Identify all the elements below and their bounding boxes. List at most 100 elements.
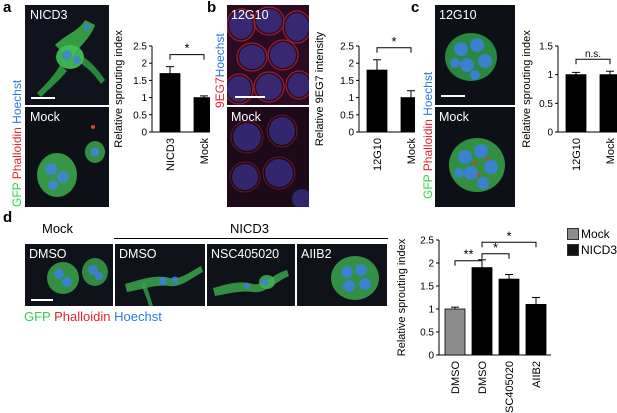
chart-d-bar-2 xyxy=(498,278,520,356)
chart-b-ylabel: Relative 9EG7 intensity xyxy=(314,31,326,146)
chart-d-sig-label-0: ** xyxy=(463,247,473,262)
micrograph-d-1: DMSO xyxy=(25,244,113,306)
chart-a-bar-0 xyxy=(159,73,181,133)
stain-d-part-2: Hoechst xyxy=(114,309,162,324)
stain-a-part-2: Hoechst xyxy=(10,79,24,124)
chart-c-sig-bracket-0 xyxy=(575,58,611,65)
chart-b-ytick-label-2: 1 xyxy=(348,93,354,104)
micrograph-c-bottom-label: Mock xyxy=(439,110,469,124)
chart-a-ylabel: Relative sprouting index xyxy=(113,30,125,148)
stain-label-c: GFP Phalloidin Hoechst xyxy=(421,71,435,199)
scale-bar-a xyxy=(31,97,55,99)
stain-label-d: GFP Phalloidin Hoechst xyxy=(24,309,162,324)
chart-b-xlabel-1: Mock xyxy=(406,138,415,165)
scale-bar-b xyxy=(235,96,265,98)
chart-b-ytick-label-0: 0 xyxy=(348,128,354,139)
chart-a-ytick-label-2: 1 xyxy=(141,93,147,104)
chart-d-xlabel-0: DMSO xyxy=(450,361,462,394)
legend-label-mock: Mock xyxy=(581,227,610,241)
micrograph-a-top-label: NICD3 xyxy=(30,8,68,22)
micrograph-b-top-label: 12G10 xyxy=(231,8,269,22)
stain-c-part-2: Hoechst xyxy=(421,71,435,116)
chart-a-ytick-label-1: 0.5 xyxy=(133,110,147,121)
stain-b-part-0: 9EG7 xyxy=(213,77,227,108)
chart-b: 0 0.5 1 1.5 2 2.5 Relative 9EG7 intensity 12G10… xyxy=(314,31,415,171)
chart-a-ytick-label-0: 0 xyxy=(141,128,147,139)
chart-b-ytick-label-1: 0.5 xyxy=(340,110,354,121)
group-line-nicd3 xyxy=(114,238,388,239)
stain-c-part-1: Phalloidin xyxy=(421,115,435,172)
chart-b-ytick-label-5: 2.5 xyxy=(340,42,354,53)
micrograph-b-bottom-label: Mock xyxy=(231,110,261,124)
chart-a-ytick-label-5: 2.5 xyxy=(133,42,147,53)
chart-d-xlabel-3: AIIB2 xyxy=(531,361,543,388)
micrograph-a-bottom-label: Mock xyxy=(30,110,60,124)
stain-c-part-0: GFP xyxy=(421,171,435,199)
stain-a-part-1: Phalloidin xyxy=(10,123,24,180)
panel-letter-c: c xyxy=(411,0,420,16)
group-label-mock: Mock xyxy=(42,221,74,236)
chart-c-ytick-label-2: 1 xyxy=(547,70,553,81)
chart-d-ytick-label-2: 1 xyxy=(428,305,434,316)
legend-label-nicd3: NICD3 xyxy=(581,243,617,257)
chart-a-xlabel-1: Mock xyxy=(199,138,210,165)
stain-d-part-1: Phalloidin xyxy=(54,309,115,324)
chart-a-ytick-label-3: 1.5 xyxy=(133,76,147,87)
chart-d-sig-label-1: * xyxy=(493,240,498,255)
stain-label-a: GFP Phalloidin Hoechst xyxy=(10,79,24,207)
chart-c: 0 0.5 1 1.5 Relative sprouting index 12G10 Moc… xyxy=(521,30,617,171)
chart-c-bar-0 xyxy=(565,74,587,133)
stain-a-part-0: GFP xyxy=(10,179,24,207)
chart-c-ylabel: Relative sprouting index xyxy=(521,30,533,148)
micrograph-c-top-image xyxy=(435,5,515,105)
chart-d-ylabel: Relative sprouting index xyxy=(396,238,408,356)
chart-a: 0 0.5 1 1.5 2 2.5 Relative sprouting index NICD… xyxy=(113,30,210,171)
micrograph-a-top: NICD3 xyxy=(25,5,109,105)
chart-d-sig-label-2: * xyxy=(506,228,511,243)
micrograph-a-bottom-image xyxy=(25,107,109,207)
micrograph-b-bottom: Mock xyxy=(227,107,309,207)
micrograph-b-top: 12G10 xyxy=(227,5,309,105)
stain-label-b: 9EG7Hoechst xyxy=(213,33,227,108)
chart-c-xlabel-1: Mock xyxy=(605,138,617,165)
chart-d-ytick-label-1: 0.5 xyxy=(420,328,434,339)
micrograph-a-bottom: Mock xyxy=(25,107,109,207)
scale-bar-d xyxy=(31,299,53,301)
chart-b-sig-label-0: * xyxy=(391,34,396,49)
chart-b-sig-bracket-0 xyxy=(376,47,412,53)
chart-d-ytick-label-3: 1.5 xyxy=(420,282,434,293)
chart-d-sig-bracket-1 xyxy=(481,253,510,259)
micrograph-c-top: 12G10 xyxy=(435,5,515,105)
chart-b-bar-1 xyxy=(400,97,415,133)
chart-d-ytick-label-5: 2.5 xyxy=(420,236,434,247)
micrograph-d-1-image xyxy=(25,244,113,306)
chart-d-xlabel-2: NSC405020 xyxy=(504,361,516,413)
micrograph-d-4: AIIB2 xyxy=(297,244,387,306)
micrograph-d-2: DMSO xyxy=(115,244,205,306)
micrograph-b-top-image xyxy=(227,5,309,105)
panel-letter-d: d xyxy=(3,209,13,226)
legend-swatch-mock xyxy=(567,228,579,240)
chart-d-bar-0 xyxy=(444,308,466,356)
chart-b-ytick-label-4: 2 xyxy=(348,59,354,70)
chart-d-ytick-label-0: 0 xyxy=(428,351,434,362)
micrograph-d-1-label: DMSO xyxy=(29,247,67,261)
micrograph-a-top-image xyxy=(25,5,109,105)
chart-d-bar-1 xyxy=(471,267,493,356)
chart-d-xlabel-1: DMSO xyxy=(477,361,489,394)
micrograph-d-3-label: NSC405020 xyxy=(211,247,280,261)
micrograph-b-bottom-image xyxy=(227,107,309,207)
chart-c-xlabel-0: 12G10 xyxy=(571,138,583,171)
chart-a-sig-bracket-0 xyxy=(169,54,205,60)
chart-c-sig-label-0: n.s. xyxy=(585,49,601,60)
chart-c-ytick-label-3: 1.5 xyxy=(539,42,553,53)
chart-a-sig-label-0: * xyxy=(184,41,189,56)
chart-a-ytick-label-4: 2 xyxy=(141,59,147,70)
chart-c-bar-1 xyxy=(599,74,617,133)
stain-b-part-1: Hoechst xyxy=(213,33,227,78)
chart-d: 0 0.5 1 1.5 2 2.5 Relative sprouting index DMSO… xyxy=(396,228,551,413)
chart-c-ytick-label-1: 0.5 xyxy=(539,99,553,110)
micrograph-d-2-label: DMSO xyxy=(119,247,157,261)
micrograph-d-3: NSC405020 xyxy=(207,244,295,306)
micrograph-d-4-image xyxy=(297,244,387,306)
